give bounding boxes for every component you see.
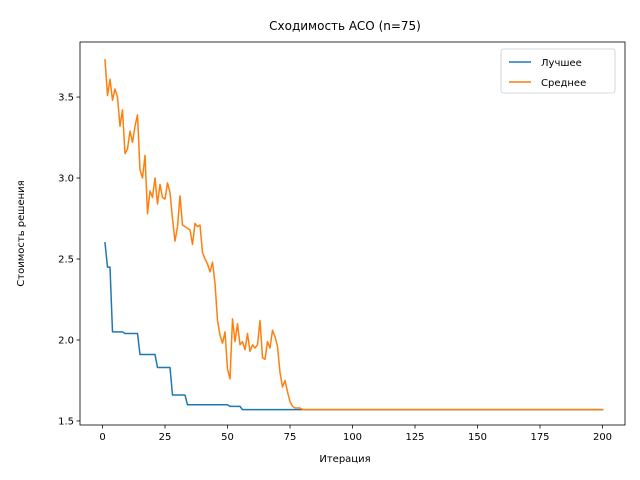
y-tick-label: 2.5: [58, 255, 74, 266]
plot-area: 0 25 50 75 100 125 150 175 200 1.5 2.0 2.5 3.0 3.5: [58, 41, 626, 443]
legend: Лучшее Среднее: [500, 48, 616, 94]
series-line-1: [104, 241, 604, 411]
y-tick-label: 3.5: [58, 93, 74, 104]
y-axis: 1.5 2.0 2.5 3.0 3.5: [58, 93, 80, 427]
y-axis-label: Стоимость решения: [16, 180, 27, 286]
y-tick-label: 1.5: [58, 416, 74, 427]
x-tick-label: 0: [99, 432, 105, 443]
x-tick-label: 200: [593, 432, 612, 443]
chart-title: Сходимость ACO (n=75): [269, 19, 421, 33]
series-line-2: [104, 59, 604, 411]
x-tick-label: 150: [468, 432, 487, 443]
y-tick-label: 2.0: [58, 335, 74, 346]
x-axis: 0 25 50 75 100 125 150 175 200: [99, 425, 612, 443]
x-tick-label: 25: [159, 432, 172, 443]
x-tick-label: 125: [405, 432, 424, 443]
legend-entry-1: Лучшее: [541, 58, 582, 69]
y-tick-label: 3.0: [58, 174, 74, 185]
x-tick-label: 75: [284, 432, 297, 443]
x-axis-label: Итерация: [319, 454, 370, 465]
x-tick-label: 100: [343, 432, 362, 443]
x-tick-label: 175: [530, 432, 549, 443]
x-tick-label: 50: [221, 432, 234, 443]
legend-entry-2: Среднее: [541, 78, 586, 89]
